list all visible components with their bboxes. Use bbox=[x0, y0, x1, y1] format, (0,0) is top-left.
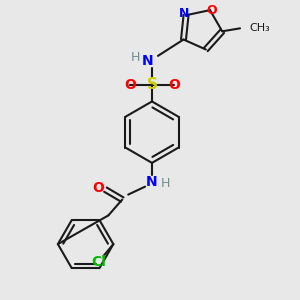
Text: H: H bbox=[161, 177, 170, 190]
Text: O: O bbox=[124, 78, 136, 92]
Text: O: O bbox=[207, 4, 217, 16]
Text: O: O bbox=[168, 78, 180, 92]
Text: O: O bbox=[92, 181, 104, 195]
Text: S: S bbox=[146, 77, 158, 92]
Text: CH₃: CH₃ bbox=[249, 23, 270, 33]
Text: H: H bbox=[130, 51, 140, 64]
Text: N: N bbox=[142, 54, 154, 68]
Text: N: N bbox=[146, 175, 158, 189]
Text: Cl: Cl bbox=[91, 255, 106, 269]
Text: N: N bbox=[179, 7, 189, 20]
